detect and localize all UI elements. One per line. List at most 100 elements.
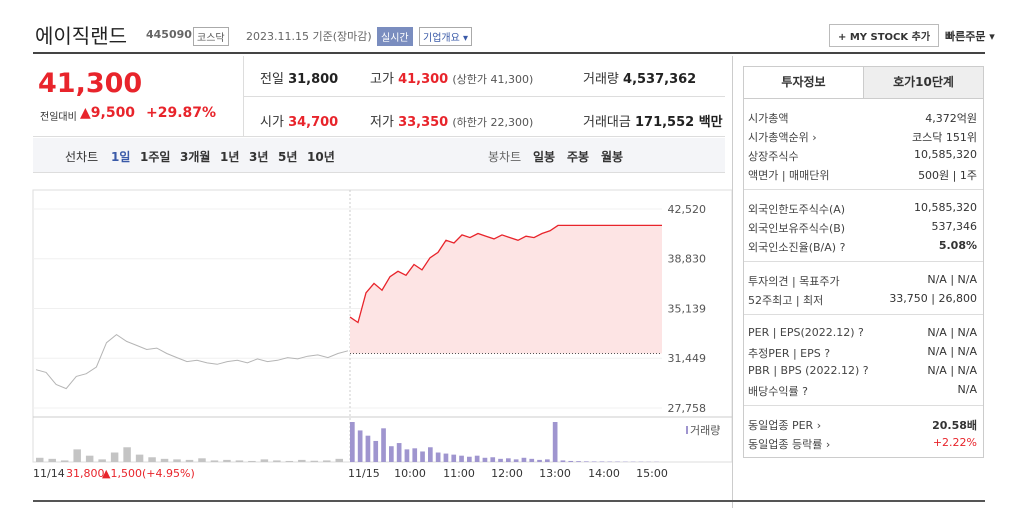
info-label: 투자의견 | 목표주가 [748, 275, 840, 288]
volume-bar [467, 456, 472, 462]
volume-bar [123, 447, 131, 462]
y-tick-label: 31,449 [668, 352, 707, 365]
divider [243, 56, 244, 136]
volume-bar [323, 460, 331, 462]
info-tab[interactable]: 호가10단계 [863, 67, 983, 99]
x-tick-label: 14:00 [588, 467, 620, 480]
volume-bar [235, 460, 244, 462]
mystock-button[interactable]: + MY STOCK 추가 [829, 24, 940, 47]
change-rate: +29.87% [146, 105, 217, 121]
summary-cell: 거래대금 171,552 백만 [583, 111, 723, 130]
market-badge: 코스닥 [193, 27, 229, 46]
info-value: 500원 | 1주 [918, 169, 977, 182]
period-tab[interactable]: 3년 [249, 150, 269, 164]
info-label: 시가총액 [748, 112, 789, 125]
volume-bar [529, 458, 535, 462]
label: 거래대금 [583, 115, 631, 130]
volume-bar [373, 440, 379, 462]
volume-bar [36, 457, 44, 462]
quick-order[interactable]: 빠른주문 ▾ [945, 30, 995, 43]
volume-bar [459, 455, 464, 462]
label: 전일 [260, 72, 284, 87]
volume-bar [420, 451, 425, 462]
price-area [350, 225, 662, 354]
info-value: 10,585,320 [914, 148, 977, 161]
overview-button[interactable]: 기업개요 ▾ [419, 27, 472, 46]
volume-bar [273, 460, 281, 462]
period-tab[interactable]: 3개월 [180, 150, 211, 164]
info-label: 동일업종 등락률 › [748, 438, 831, 451]
summary-cell: 고가 41,300 (상한가 41,300) [370, 68, 533, 87]
value: 171,552 백만 [634, 115, 723, 130]
period-tab[interactable]: 5년 [278, 150, 298, 164]
prev-change: ▲1,500 [102, 467, 142, 480]
volume-bar [474, 455, 480, 462]
info-label: 동일업종 PER › [748, 419, 822, 432]
volume-bar [185, 459, 194, 462]
y-tick-label: 42,520 [668, 203, 707, 216]
y-tick-label: 27,758 [668, 402, 707, 415]
group-rule [744, 189, 983, 190]
volume-bar [451, 454, 457, 462]
date: 2023.11.15 기준(장마감) [246, 30, 372, 43]
info-tab[interactable]: 투자정보 [744, 67, 863, 99]
period-tab[interactable]: 월봉 [601, 150, 624, 164]
y-tick-label: 35,139 [668, 303, 707, 316]
volume-bar [365, 435, 371, 462]
info-label: 추정PER | EPS ? [748, 347, 831, 360]
group-rule [744, 261, 983, 262]
chart-tabs: 선차트 1일 1주일 3개월 1년 3년 5년 10년 봉차트 일봉 주봉 월봉 [33, 138, 725, 173]
volume-bar [73, 449, 81, 462]
info-value: N/A | N/A [927, 326, 977, 339]
stock-code: 445090 [146, 28, 192, 41]
volume-bar [85, 455, 94, 462]
change-label: 전일대비 [40, 112, 77, 123]
volume-bar [537, 459, 542, 462]
info-value: N/A [957, 383, 977, 396]
x-tick-label: 11:00 [443, 467, 475, 480]
value: 4,537,362 [623, 72, 697, 87]
info-label: 액면가 | 매매단위 [748, 169, 830, 182]
period-tab[interactable]: 10년 [307, 150, 335, 164]
volume-bar [350, 422, 355, 462]
volume-bar [160, 458, 169, 462]
info-value: 33,750 | 26,800 [889, 292, 977, 305]
volume-bar [404, 449, 410, 462]
period-tab[interactable]: 1일 [111, 150, 131, 164]
volume-bar [335, 458, 344, 462]
summary-cell: 거래량 4,537,362 [583, 68, 696, 87]
info-value: 4,372억원 [925, 112, 977, 125]
volume-bar [173, 459, 181, 462]
volume-bar [135, 454, 144, 462]
realtime-badge[interactable]: 실시간 [377, 27, 413, 46]
volume-bar [591, 461, 597, 462]
volume-bar [48, 458, 56, 462]
info-label: 시가총액순위 › [748, 131, 817, 144]
volume-bar [248, 460, 256, 462]
x-tick-label: 11/15 [348, 467, 380, 480]
current-price: 41,300 [38, 68, 143, 99]
info-value: 코스닥 151위 [912, 131, 977, 144]
value: 31,800 [288, 72, 339, 87]
x-tick-label: 11/14 [33, 467, 65, 480]
tab-label: 봉차트 [488, 150, 522, 164]
period-tab[interactable]: 일봉 [533, 150, 556, 164]
value: 34,700 [288, 115, 339, 130]
info-value: 5.08% [938, 239, 977, 252]
period-tab[interactable]: 주봉 [567, 150, 590, 164]
info-value: 10,585,320 [914, 201, 977, 214]
volume-bar [223, 459, 231, 462]
period-tab[interactable]: 1년 [220, 150, 240, 164]
volume-bar [435, 452, 441, 462]
period-tab[interactable]: 1주일 [140, 150, 171, 164]
x-tick-label: 15:00 [636, 467, 668, 480]
footer-rule [33, 500, 985, 502]
info-label: 외국인보유주식수(B) [748, 222, 846, 235]
info-label: 52주최고 | 최저 [748, 294, 824, 307]
info-label: 배당수익률 ? [748, 385, 808, 398]
label: 저가 [370, 115, 394, 130]
divider [732, 56, 733, 508]
volume-bar [560, 460, 566, 462]
volume-bar [506, 458, 511, 462]
